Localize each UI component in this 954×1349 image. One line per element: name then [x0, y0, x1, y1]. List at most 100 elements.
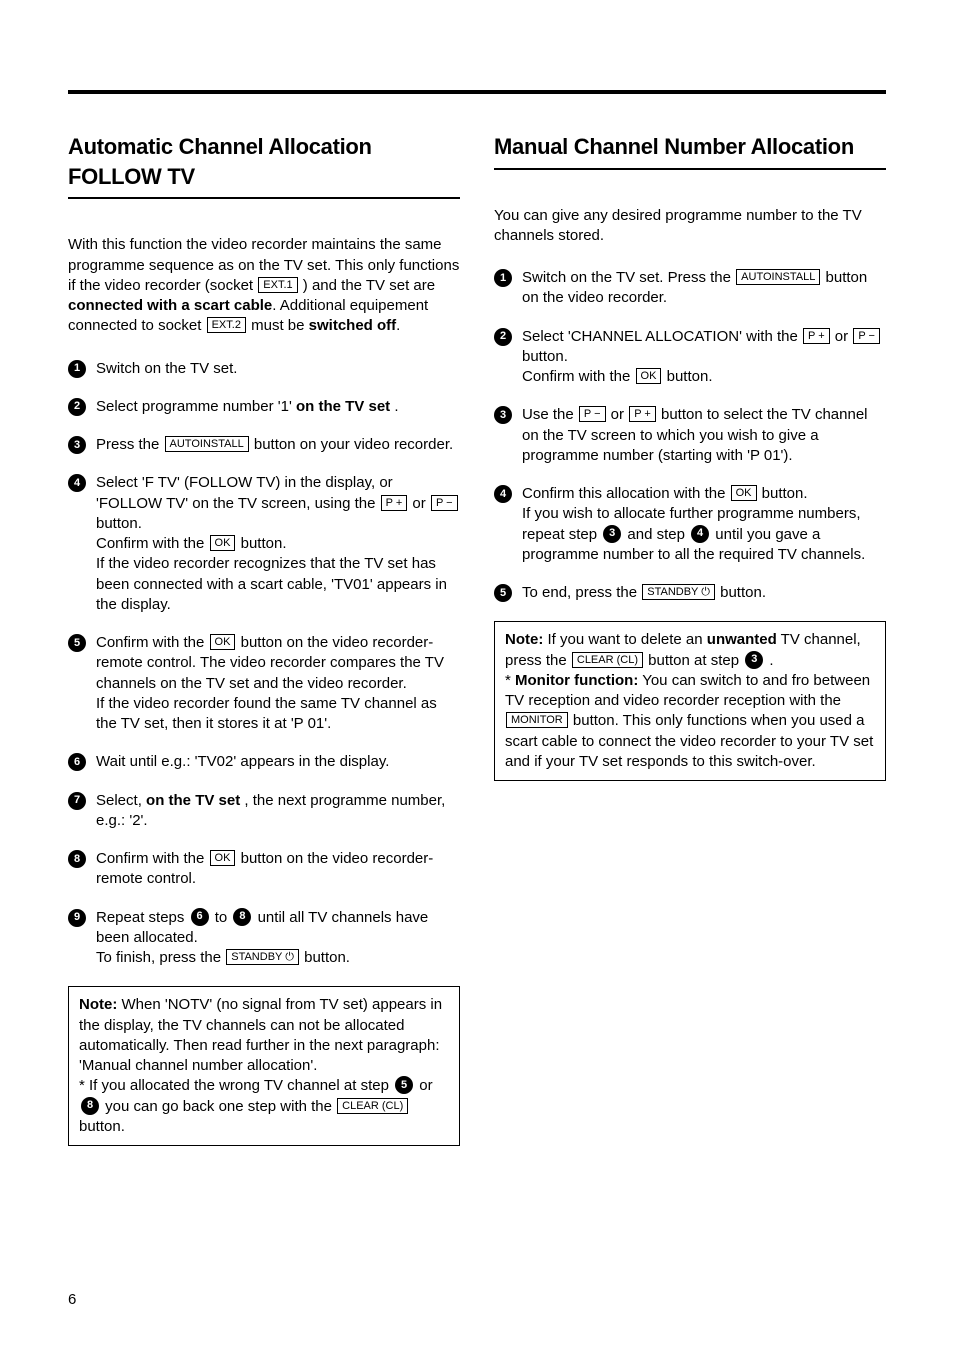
- step-1: 1 Switch on the TV set. Press the AUTOIN…: [494, 268, 886, 309]
- text: .: [396, 317, 400, 334]
- step-number: 7: [68, 792, 86, 810]
- text: * If you allocated the wrong TV channel …: [79, 1077, 393, 1094]
- text: button on your video recorder.: [250, 436, 453, 453]
- step-number: 2: [494, 328, 512, 346]
- step-number: 9: [68, 909, 86, 927]
- note-label: Note:: [505, 631, 543, 648]
- p-minus-label: P −: [431, 495, 458, 511]
- step-3: 3 Press the AUTOINSTALL button on your v…: [68, 435, 460, 455]
- bold-text: on the TV set: [296, 398, 390, 415]
- autoinstall-label: AUTOINSTALL: [165, 436, 249, 452]
- step-body: Select programme number '1' on the TV se…: [96, 397, 460, 417]
- step-number: 5: [494, 584, 512, 602]
- text: Use the: [522, 406, 578, 423]
- right-note-box: Note: If you want to delete an unwanted …: [494, 621, 886, 781]
- left-heading: Automatic Channel Allocation FOLLOW TV: [68, 132, 460, 199]
- p-plus-label: P +: [629, 406, 656, 422]
- clear-label: CLEAR (CL): [572, 652, 643, 668]
- text: Confirm this allocation with the: [522, 485, 730, 502]
- step-number: 6: [68, 753, 86, 771]
- step-body: Press the AUTOINSTALL button on your vid…: [96, 435, 460, 455]
- clear-label: CLEAR (CL): [337, 1098, 408, 1114]
- step-ref-3: 3: [603, 525, 621, 543]
- text: .: [765, 652, 773, 669]
- step-body: Confirm with the OK button on the video …: [96, 633, 460, 734]
- text: Switch on the TV set. Press the: [522, 269, 735, 286]
- text: Repeat steps: [96, 909, 189, 926]
- text: If you want to delete an: [543, 631, 706, 648]
- step-ref-8: 8: [233, 908, 251, 926]
- text: or: [831, 328, 853, 345]
- text: button.: [236, 535, 286, 552]
- text: you can go back one step with the: [101, 1098, 336, 1115]
- text: *: [505, 672, 515, 689]
- text: To finish, press the: [96, 949, 225, 966]
- page-top-rule: [68, 90, 886, 94]
- p-minus-label: P −: [853, 328, 880, 344]
- step-body: Use the P − or P + button to select the …: [522, 405, 886, 466]
- text: must be: [247, 317, 309, 334]
- standby-label: STANDBY ⏻: [226, 949, 299, 965]
- step-9: 9 Repeat steps 6 to 8 until all TV chann…: [68, 908, 460, 969]
- bold-text: connected with a scart cable: [68, 297, 272, 314]
- step-body: Confirm this allocation with the OK butt…: [522, 484, 886, 565]
- text: to: [211, 909, 232, 926]
- p-plus-label: P +: [803, 328, 830, 344]
- text: To end, press the: [522, 584, 641, 601]
- text: button.: [662, 368, 712, 385]
- standby-label: STANDBY ⏻: [642, 584, 715, 600]
- step-number: 5: [68, 634, 86, 652]
- step-4: 4 Confirm this allocation with the OK bu…: [494, 484, 886, 565]
- ext2-label: EXT.2: [207, 317, 246, 333]
- step-1: 1 Switch on the TV set.: [68, 359, 460, 379]
- step-number: 4: [68, 474, 86, 492]
- ok-label: OK: [210, 634, 236, 650]
- step-8: 8 Confirm with the OK button on the vide…: [68, 849, 460, 890]
- right-heading: Manual Channel Number Allocation: [494, 132, 886, 170]
- text: .: [390, 398, 398, 415]
- p-plus-label: P +: [381, 495, 408, 511]
- text: button at step: [644, 652, 743, 669]
- step-6: 6 Wait until e.g.: 'TV02' appears in the…: [68, 752, 460, 772]
- bold-text: on the TV set: [146, 792, 240, 809]
- text: button.: [96, 515, 142, 532]
- step-2: 2 Select 'CHANNEL ALLOCATION' with the P…: [494, 327, 886, 388]
- step-5: 5 Confirm with the OK button on the vide…: [68, 633, 460, 734]
- step-body: Wait until e.g.: 'TV02' appears in the d…: [96, 752, 460, 772]
- step-number: 1: [68, 360, 86, 378]
- left-intro: With this function the video recorder ma…: [68, 235, 460, 336]
- step-5: 5 To end, press the STANDBY ⏻ button.: [494, 583, 886, 603]
- text: button.: [300, 949, 350, 966]
- text: and step: [623, 526, 689, 543]
- step-7: 7 Select, on the TV set , the next progr…: [68, 791, 460, 832]
- text: Press the: [96, 436, 164, 453]
- text: When 'NOTV' (no signal from TV set) appe…: [79, 996, 442, 1074]
- p-minus-label: P −: [579, 406, 606, 422]
- step-number: 1: [494, 269, 512, 287]
- ok-label: OK: [636, 368, 662, 384]
- text: button.: [79, 1118, 125, 1135]
- text: Select 'CHANNEL ALLOCATION' with the: [522, 328, 802, 345]
- text: Confirm with the: [96, 535, 209, 552]
- step-body: Select 'F TV' (FOLLOW TV) in the display…: [96, 473, 460, 615]
- bold-text: switched off: [309, 317, 397, 334]
- right-column: Manual Channel Number Allocation You can…: [494, 132, 886, 1146]
- text: If the video recorder recognizes that th…: [96, 555, 447, 613]
- monitor-label: MONITOR: [506, 712, 568, 728]
- step-3: 3 Use the P − or P + button to select th…: [494, 405, 886, 466]
- step-ref-4: 4: [691, 525, 709, 543]
- text: button.: [758, 485, 808, 502]
- step-2: 2 Select programme number '1' on the TV …: [68, 397, 460, 417]
- ok-label: OK: [731, 485, 757, 501]
- step-ref-6: 6: [191, 908, 209, 926]
- step-ref-5: 5: [395, 1076, 413, 1094]
- step-number: 3: [494, 406, 512, 424]
- left-note-box: Note: When 'NOTV' (no signal from TV set…: [68, 986, 460, 1146]
- autoinstall-label: AUTOINSTALL: [736, 269, 820, 285]
- ok-label: OK: [210, 535, 236, 551]
- step-number: 2: [68, 398, 86, 416]
- text: Select,: [96, 792, 146, 809]
- page-number: 6: [68, 1290, 76, 1310]
- step-body: Confirm with the OK button on the video …: [96, 849, 460, 890]
- step-body: Switch on the TV set. Press the AUTOINST…: [522, 268, 886, 309]
